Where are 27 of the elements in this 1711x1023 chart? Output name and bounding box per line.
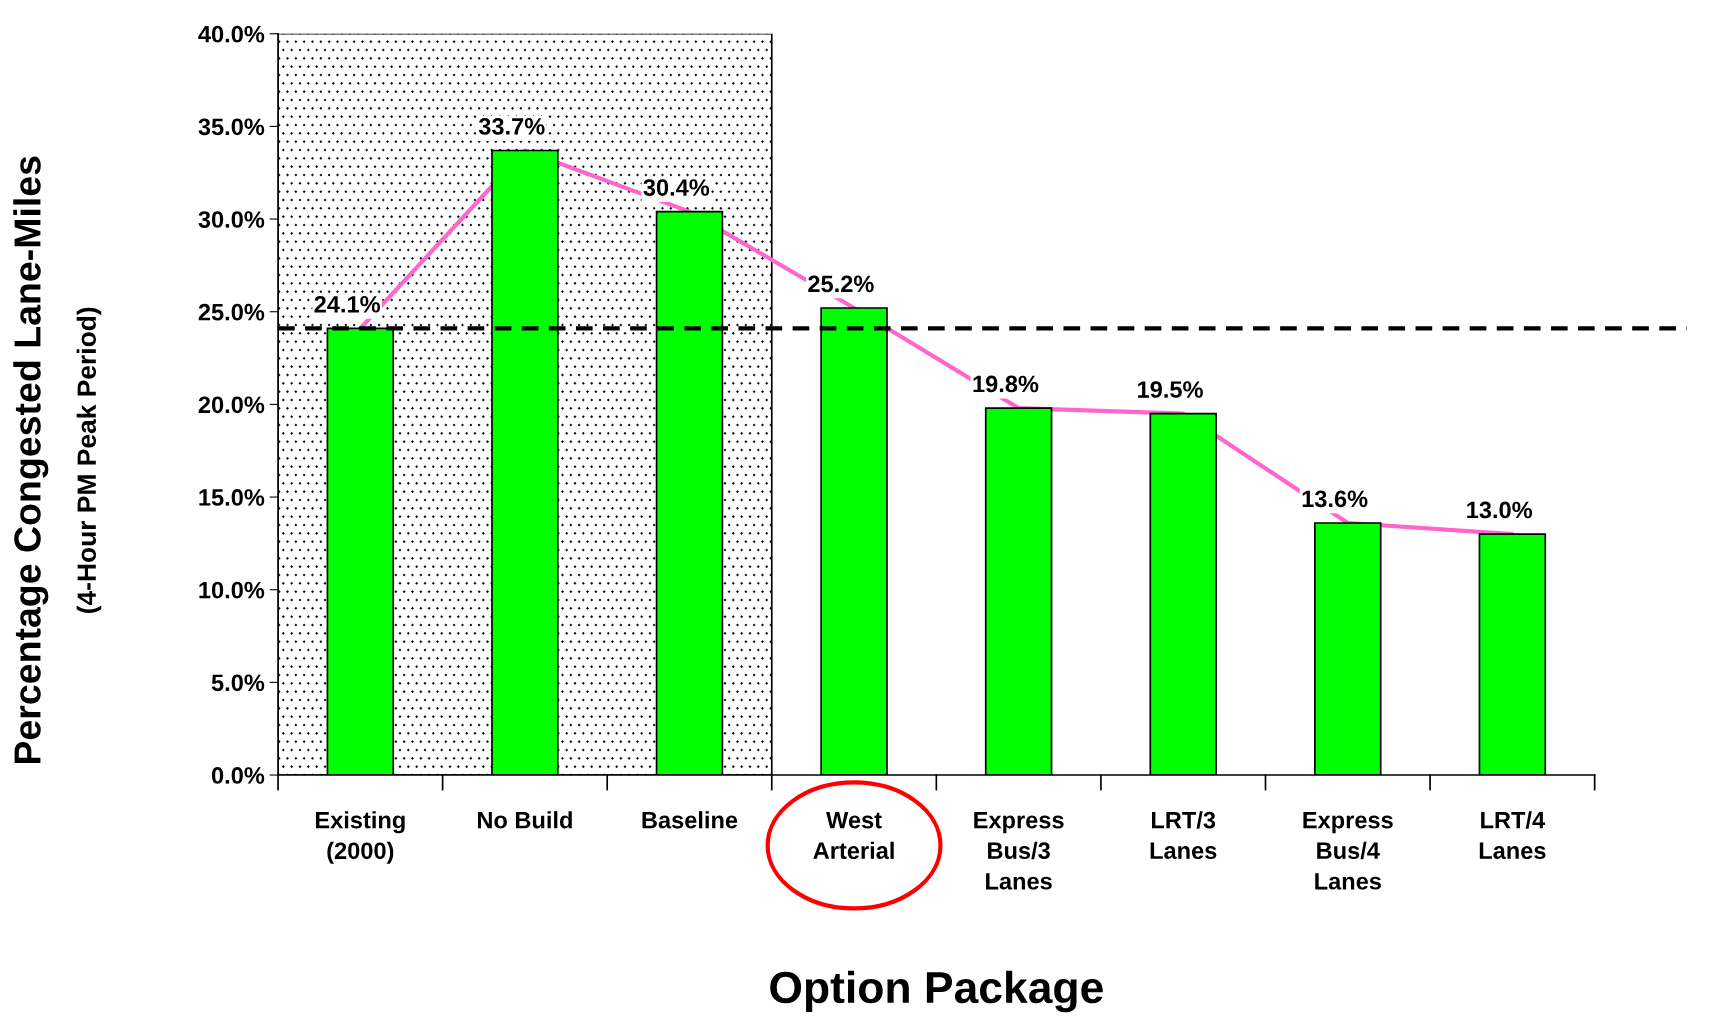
- y-tick-label: 30.0%: [198, 211, 265, 228]
- data-label: 33.7%: [478, 118, 545, 135]
- x-axis-title: Option Package: [770, 970, 1103, 1013]
- data-label: 13.0%: [1467, 501, 1533, 519]
- y-tick-label: 15.0%: [199, 489, 265, 506]
- data-label: 24.1%: [314, 295, 381, 313]
- y-tick-label: 10.0%: [199, 581, 265, 599]
- data-label: 30.4%: [643, 179, 710, 196]
- x-tick-label: Existing (2000): [315, 811, 405, 864]
- data-label: 19.8%: [973, 375, 1039, 393]
- x-tick-label: No Build: [477, 811, 572, 829]
- y-tick-label: 35.0%: [198, 118, 265, 136]
- data-label: 25.2%: [808, 275, 874, 293]
- data-label: 13.6%: [1302, 490, 1368, 508]
- y-tick-label: 40.0%: [198, 25, 265, 43]
- x-tick-label: West Arterial: [813, 812, 894, 860]
- y-tick-label: 25.0%: [198, 303, 265, 321]
- y-tick-label: 0.0%: [211, 767, 265, 784]
- y-tick-label: 20.0%: [198, 396, 265, 414]
- x-tick-label: Express Bus/4 Lanes: [1303, 812, 1393, 890]
- y-tick-label: 5.0%: [211, 674, 265, 692]
- x-tick-label: Baseline: [642, 811, 738, 829]
- y-axis-title: Percentage Congested Lane-Miles (4-Hour PM Peak Period): [13, 156, 102, 764]
- x-tick-label: LRT/4 Lanes: [1479, 811, 1546, 860]
- data-label: 19.5%: [1138, 381, 1203, 398]
- x-tick-label: Express Bus/3 Lanes: [974, 812, 1064, 890]
- x-tick-label: LRT/3 Lanes: [1150, 811, 1217, 860]
